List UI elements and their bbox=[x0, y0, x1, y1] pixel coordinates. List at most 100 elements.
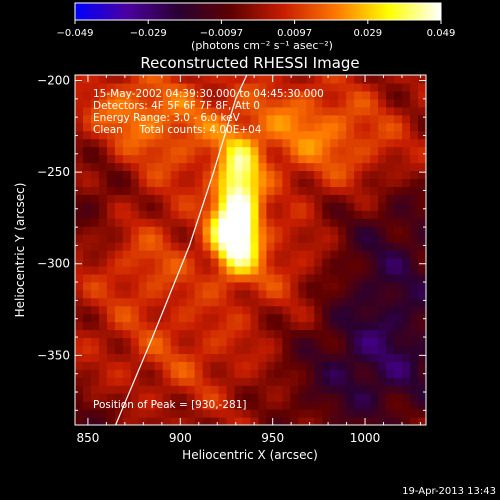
heatmap-cell bbox=[386, 218, 395, 227]
heatmap-cell bbox=[250, 273, 260, 283]
heatmap-cell bbox=[98, 409, 108, 418]
heatmap-cell bbox=[250, 226, 260, 235]
heatmap-cell bbox=[170, 313, 180, 323]
heatmap-cell bbox=[258, 393, 268, 402]
heatmap-cell bbox=[242, 353, 252, 362]
heatmap-cell bbox=[250, 297, 260, 307]
heatmap-cell bbox=[178, 250, 188, 259]
heatmap-cell bbox=[82, 178, 92, 187]
heatmap-cell bbox=[106, 178, 116, 187]
heatmap-cell bbox=[130, 361, 140, 370]
heatmap-cell bbox=[106, 75, 116, 84]
heatmap-cell bbox=[90, 75, 100, 84]
heatmap-cell bbox=[314, 305, 323, 315]
heatmap-cell bbox=[75, 170, 84, 179]
heatmap-cell bbox=[354, 210, 363, 219]
heatmap-cell bbox=[90, 138, 100, 148]
heatmap-cell bbox=[138, 265, 148, 275]
heatmap-cell bbox=[410, 146, 419, 156]
heatmap-cell bbox=[298, 75, 307, 84]
heatmap-cell bbox=[338, 82, 347, 92]
heatmap-cell bbox=[378, 138, 387, 148]
heatmap-cell bbox=[290, 75, 299, 84]
heatmap-cell bbox=[106, 369, 116, 378]
heatmap-cell bbox=[394, 305, 403, 315]
heatmap-cell bbox=[378, 337, 387, 347]
heatmap-cell bbox=[274, 75, 284, 84]
heatmap-cell bbox=[370, 114, 379, 124]
heatmap-cell bbox=[186, 98, 196, 108]
heatmap-cell bbox=[306, 146, 315, 156]
heatmap-cell bbox=[314, 106, 323, 116]
heatmap-cell bbox=[346, 106, 355, 116]
heatmap-cell bbox=[194, 369, 204, 378]
heatmap-cell bbox=[234, 353, 244, 362]
heatmap-cell bbox=[282, 90, 291, 100]
heatmap-cell bbox=[194, 234, 204, 243]
heatmap-cell bbox=[418, 250, 426, 259]
heatmap-cell bbox=[122, 218, 132, 227]
heatmap-cell bbox=[130, 273, 140, 283]
heatmap-cell bbox=[322, 353, 331, 362]
heatmap-cell bbox=[266, 202, 276, 211]
heatmap-cell bbox=[162, 162, 172, 172]
heatmap-cell bbox=[402, 257, 411, 267]
heatmap-cell bbox=[330, 162, 339, 172]
heatmap-cell bbox=[210, 226, 220, 235]
heatmap-cell bbox=[266, 82, 276, 92]
heatmap-cell bbox=[410, 210, 419, 219]
heatmap-cell bbox=[410, 273, 419, 283]
heatmap-cell bbox=[266, 289, 276, 299]
heatmap-cell bbox=[122, 281, 132, 291]
heatmap-cell bbox=[170, 98, 180, 108]
heatmap-cell bbox=[266, 98, 276, 108]
heatmap-cell bbox=[362, 305, 371, 315]
heatmap-cell bbox=[346, 226, 355, 235]
colorbar-tick-label: −0.049 bbox=[56, 28, 93, 39]
heatmap-cell bbox=[378, 361, 387, 370]
heatmap-cell bbox=[386, 273, 395, 283]
heatmap-cell bbox=[106, 162, 116, 172]
heatmap-cell bbox=[130, 369, 140, 378]
heatmap-cell bbox=[202, 218, 212, 227]
heatmap-cell bbox=[330, 417, 339, 425]
heatmap-cell bbox=[386, 242, 395, 251]
heatmap-cell bbox=[402, 377, 411, 386]
heatmap-cell bbox=[290, 130, 299, 140]
heatmap-cell bbox=[98, 289, 108, 299]
heatmap-cell bbox=[362, 313, 371, 323]
heatmap-cell bbox=[290, 154, 299, 164]
heatmap-cell bbox=[362, 353, 371, 362]
heatmap-cell bbox=[418, 305, 426, 315]
heatmap-cell bbox=[394, 417, 403, 425]
heatmap-cell bbox=[346, 353, 355, 362]
heatmap-cell bbox=[354, 289, 363, 299]
heatmap-cell bbox=[170, 401, 180, 410]
heatmap-cell bbox=[82, 385, 92, 394]
heatmap-cell bbox=[386, 130, 395, 140]
heatmap-cell bbox=[418, 377, 426, 386]
heatmap-cell bbox=[98, 154, 108, 164]
heatmap-cell bbox=[186, 297, 196, 307]
heatmap-cell bbox=[138, 409, 148, 418]
heatmap-cell bbox=[82, 202, 92, 211]
heatmap-cell bbox=[178, 114, 188, 124]
heatmap-cell bbox=[370, 154, 379, 164]
x-axis-label: Heliocentric X (arcsec) bbox=[182, 448, 318, 462]
heatmap-cell bbox=[194, 265, 204, 275]
x-tick-label: 950 bbox=[261, 431, 284, 445]
heatmap-cell bbox=[234, 393, 244, 402]
heatmap-cell bbox=[386, 98, 395, 108]
heatmap-cell bbox=[290, 106, 299, 116]
heatmap-cell bbox=[386, 114, 395, 124]
heatmap-cell bbox=[162, 313, 172, 323]
heatmap-cell bbox=[418, 337, 426, 347]
heatmap-cell bbox=[178, 146, 188, 156]
heatmap-cell bbox=[386, 337, 395, 347]
heatmap-cell bbox=[330, 393, 339, 402]
heatmap-cell bbox=[290, 138, 299, 148]
heatmap-cell bbox=[370, 297, 379, 307]
heatmap-cell bbox=[338, 90, 347, 100]
heatmap-cell bbox=[194, 401, 204, 410]
heatmap-cell bbox=[122, 401, 132, 410]
